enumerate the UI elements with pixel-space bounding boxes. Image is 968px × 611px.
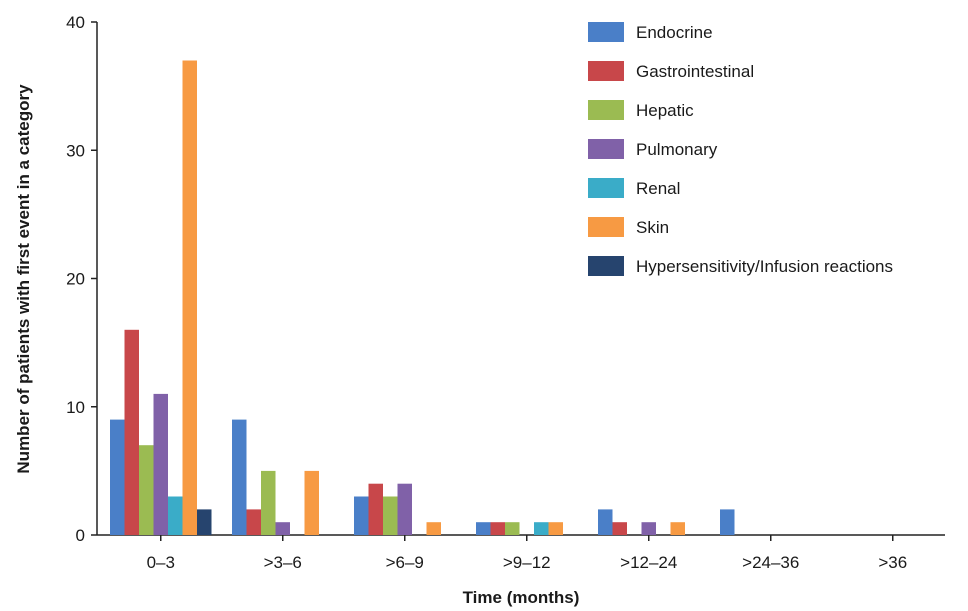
bar	[354, 496, 369, 535]
bar	[670, 522, 685, 535]
bar	[275, 522, 290, 535]
bar	[598, 509, 613, 535]
bar	[168, 496, 183, 535]
legend-swatch	[588, 22, 624, 42]
bar	[720, 509, 735, 535]
x-tick-label: >24–36	[742, 553, 799, 572]
bar	[397, 483, 412, 535]
x-tick-label: 0–3	[147, 553, 175, 572]
legend-label: Gastrointestinal	[636, 62, 754, 81]
bar	[261, 470, 276, 535]
bar	[426, 522, 441, 535]
bars	[110, 60, 735, 535]
bar	[534, 522, 549, 535]
x-tick-label: >36	[878, 553, 907, 572]
bar	[383, 496, 398, 535]
bar	[548, 522, 563, 535]
bar	[182, 60, 197, 535]
legend-label: Pulmonary	[636, 140, 718, 159]
bar	[153, 393, 168, 535]
bar	[304, 470, 319, 535]
y-tick-label: 40	[66, 13, 85, 32]
bar	[490, 522, 505, 535]
legend-label: Renal	[636, 179, 680, 198]
legend-label: Hepatic	[636, 101, 694, 120]
x-tick-label: >3–6	[264, 553, 302, 572]
legend-label: Endocrine	[636, 23, 713, 42]
legend-label: Skin	[636, 218, 669, 237]
legend-swatch	[588, 61, 624, 81]
bar	[124, 329, 139, 535]
bar	[505, 522, 520, 535]
bar	[368, 483, 383, 535]
x-tick-label: >9–12	[503, 553, 551, 572]
legend-label: Hypersensitivity/Infusion reactions	[636, 257, 893, 276]
legend-swatch	[588, 139, 624, 159]
bar	[110, 419, 125, 535]
bar	[197, 509, 212, 535]
x-axis: 0–3 >3–6 >6–9 >9–12 >12–24 >24–36 >36	[97, 534, 945, 572]
legend-swatch	[588, 178, 624, 198]
y-tick-label: 10	[66, 398, 85, 417]
y-tick-label: 30	[66, 141, 85, 160]
legend: Endocrine Gastrointestinal Hepatic Pulmonar…	[588, 22, 893, 276]
x-tick-label: >12–24	[620, 553, 677, 572]
y-tick-label: 20	[66, 270, 85, 289]
bar	[641, 522, 656, 535]
legend-swatch	[588, 256, 624, 276]
bar	[476, 522, 491, 535]
legend-swatch	[588, 100, 624, 120]
bar	[246, 509, 261, 535]
bar	[232, 419, 247, 535]
bar	[139, 445, 154, 535]
y-tick-label: 0	[76, 526, 85, 545]
x-tick-label: >6–9	[386, 553, 424, 572]
legend-swatch	[588, 217, 624, 237]
y-axis: 0 10 20 30 40	[66, 13, 98, 545]
x-axis-title: Time (months)	[463, 588, 580, 607]
bar	[612, 522, 627, 535]
y-axis-title: Number of patients with first event in a…	[14, 84, 33, 474]
